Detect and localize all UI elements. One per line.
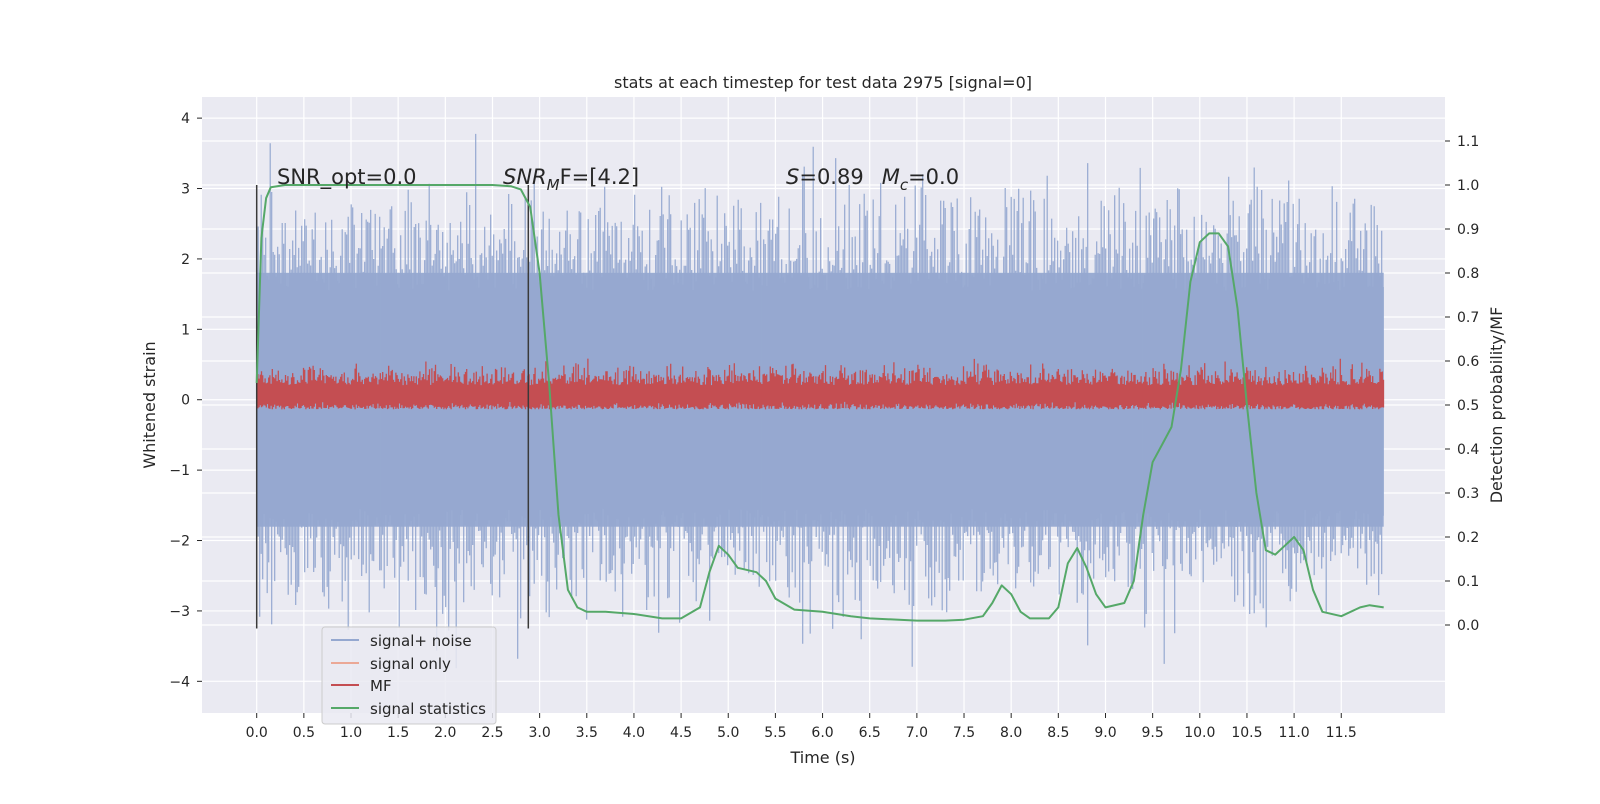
legend: signal+ noise signal only MF signal stat… xyxy=(321,626,497,725)
s-val: =0.89 xyxy=(799,165,863,189)
x-tick-label: 7.0 xyxy=(906,725,928,741)
x-tick-label: 9.5 xyxy=(1142,725,1164,741)
mc-var: M xyxy=(882,165,900,189)
legend-label-signal-noise: signal+ noise xyxy=(370,632,472,650)
snr-mf-rest: F=[4.2] xyxy=(560,165,639,189)
y-tick-label-left: 1 xyxy=(181,322,190,338)
x-tick-label: 2.0 xyxy=(434,725,456,741)
x-tick-label: 11.0 xyxy=(1279,725,1310,741)
annotation-s-mc: S=0.89 Mc=0.0 xyxy=(786,165,959,194)
y-tick-label-left: 4 xyxy=(181,111,190,127)
y-tick-label-left: 0 xyxy=(181,393,190,409)
x-tick-label: 8.0 xyxy=(1000,725,1022,741)
x-axis-label: Time (s) xyxy=(789,748,855,767)
signal-statistics-line xyxy=(255,184,1384,622)
signal-statistics-series xyxy=(255,184,1384,622)
x-tick-label: 0.0 xyxy=(246,725,268,741)
y-tick-label-left: −1 xyxy=(169,463,190,479)
legend-label-signal-only: signal only xyxy=(370,655,451,673)
x-tick-label: 1.0 xyxy=(340,725,362,741)
y-tick-label-right: 0.1 xyxy=(1457,574,1479,590)
x-tick-label: 0.5 xyxy=(293,725,315,741)
annotation-snr-mf: SNRMF=[4.2] xyxy=(503,165,639,194)
x-tick-label: 9.0 xyxy=(1094,725,1116,741)
snr-mf-sub: M xyxy=(547,176,560,194)
s-var: S xyxy=(786,165,799,189)
x-tick-label: 2.5 xyxy=(481,725,503,741)
legend-label-mf: MF xyxy=(370,677,392,695)
y-tick-label-left: −4 xyxy=(169,674,190,690)
y-tick-label-right: 0.6 xyxy=(1457,354,1479,370)
snr-mf-main: SNR xyxy=(503,165,547,189)
x-tick-label: 1.5 xyxy=(387,725,409,741)
x-tick-label: 5.5 xyxy=(764,725,786,741)
chart-title: stats at each timestep for test data 297… xyxy=(614,73,1032,92)
y-tick-label-right: 0.7 xyxy=(1457,310,1479,326)
vertical-markers xyxy=(255,185,530,629)
x-tick-label: 4.0 xyxy=(623,725,645,741)
mc-val: =0.0 xyxy=(908,165,959,189)
x-tick-label: 11.5 xyxy=(1326,725,1357,741)
mc-sub: c xyxy=(900,176,909,194)
y-axis-label-right: Detection probability/MF xyxy=(1487,307,1506,504)
x-tick-label: 6.5 xyxy=(859,725,881,741)
tick-labels: 0.0 0.5 1.0 1.5 2.0 2.5 3.0 3.5 4.0 4.5 5.0 5.5 6.0 6… xyxy=(169,111,1479,741)
x-tick-label: 5.0 xyxy=(717,725,739,741)
y-tick-label-right: 0.8 xyxy=(1457,266,1479,282)
y-tick-label-right: 0.2 xyxy=(1457,530,1479,546)
y-tick-label-left: −2 xyxy=(169,534,190,550)
x-tick-label: 6.0 xyxy=(811,725,833,741)
x-tick-label: 8.5 xyxy=(1047,725,1069,741)
x-tick-label: 3.5 xyxy=(576,725,598,741)
y-axis-label-left: Whitened strain xyxy=(140,341,159,468)
x-tick-label: 10.5 xyxy=(1231,725,1262,741)
x-tick-label: 10.0 xyxy=(1184,725,1215,741)
y-tick-label-left: 2 xyxy=(181,252,190,268)
y-tick-label-right: 0.0 xyxy=(1457,618,1479,634)
x-tick-label: 4.5 xyxy=(670,725,692,741)
x-tick-label: 7.5 xyxy=(953,725,975,741)
legend-label-signal-statistics: signal statistics xyxy=(370,700,486,718)
y-tick-label-right: 0.4 xyxy=(1457,442,1479,458)
y-tick-label-left: 3 xyxy=(181,182,190,198)
annotation-snr-opt: SNR_opt=0.0 xyxy=(277,165,417,190)
legend-box xyxy=(321,626,497,725)
y-tick-label-right: 0.3 xyxy=(1457,486,1479,502)
y-tick-label-right: 1.1 xyxy=(1457,134,1479,150)
y-tick-label-left: −3 xyxy=(169,604,190,620)
y-tick-label-right: 0.5 xyxy=(1457,398,1479,414)
y-tick-label-right: 0.9 xyxy=(1457,222,1479,238)
y-tick-label-right: 1.0 xyxy=(1457,178,1479,194)
x-tick-label: 3.0 xyxy=(528,725,550,741)
